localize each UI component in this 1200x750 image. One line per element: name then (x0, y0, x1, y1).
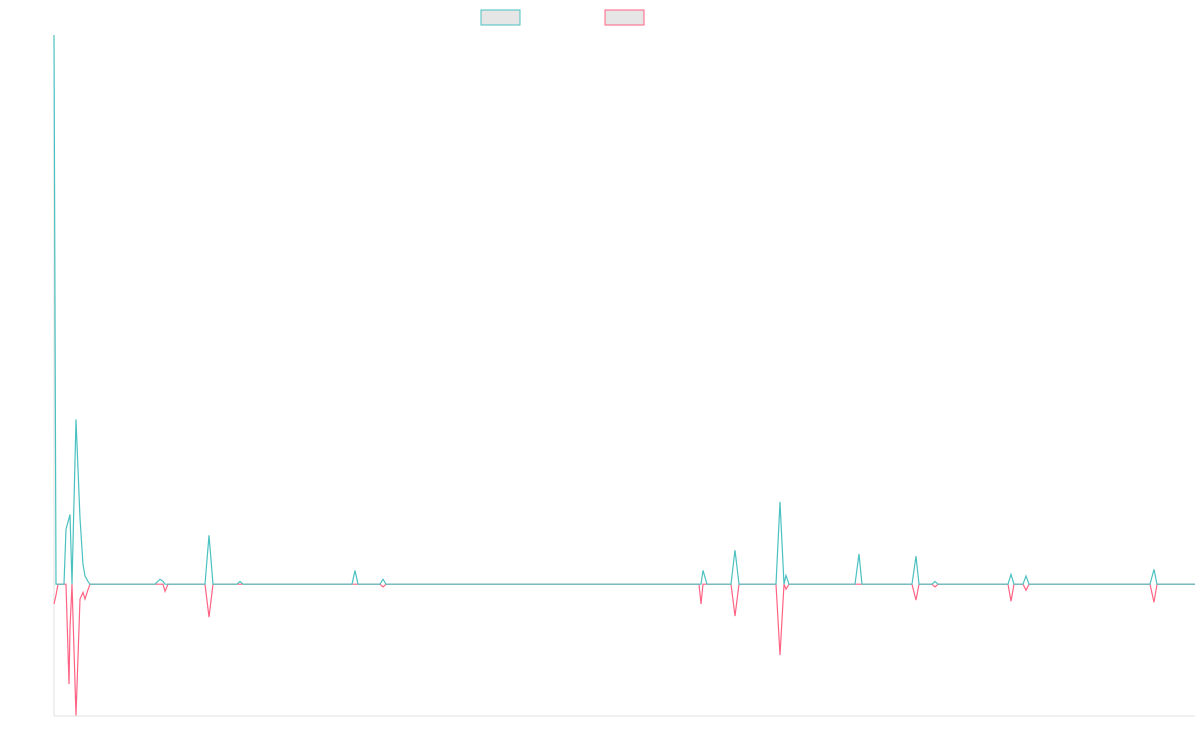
legend-swatch (604, 9, 645, 26)
series-line (53, 34, 1195, 585)
legend-swatch (480, 9, 521, 26)
series-line (53, 583, 1195, 716)
